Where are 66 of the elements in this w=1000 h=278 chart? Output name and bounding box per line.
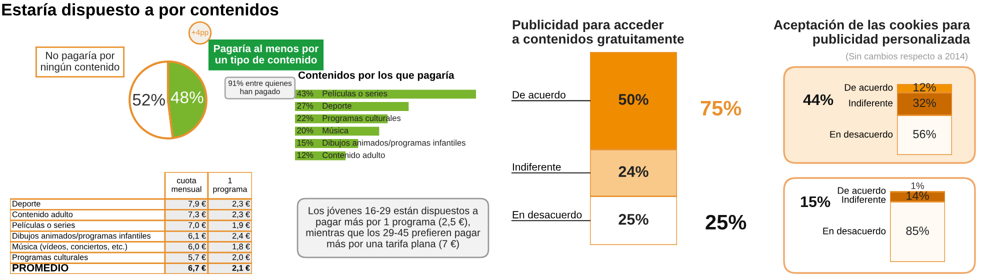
slice-label: No pagaría por ningún contenido: [41, 51, 120, 73]
text: 15%: [800, 196, 830, 208]
data-label: 2,0 €: [232, 254, 250, 262]
slice-label: Pagaría al menos por un tipo de contenido: [214, 44, 319, 66]
chart-subtitle: (Sin cambios respecto a 2014): [846, 52, 968, 62]
series-label: De acuerdo: [844, 84, 893, 91]
category-label: Contenido adulto: [12, 211, 73, 218]
chart-title: Aceptación de las cookies para publicidad personalizada: [774, 20, 970, 46]
chart-title: Contenidos por los que pagaría: [298, 71, 454, 81]
series-label: En desacuerdo: [512, 210, 582, 218]
data-label: 20%: [297, 128, 314, 134]
series-label: En desacuerdo: [823, 227, 886, 234]
data-label: 48%: [170, 91, 204, 104]
series-label: De acuerdo: [838, 186, 886, 194]
data-label: 22%: [297, 115, 314, 122]
data-label: 1%: [911, 182, 924, 190]
data-label: 85%: [906, 226, 929, 235]
text: De acuerdo: [512, 90, 566, 99]
text: 25%: [706, 214, 746, 230]
data-label: 52%: [132, 94, 165, 106]
data-label: 7,3 €: [188, 212, 206, 218]
text: Los jóvenes 16-29 están dispuestos a pagar más por 1 programa (2,5 €), mientras que los 29-45 prefieren pagar más por una tarifa plana (7 €): [306, 206, 480, 250]
data-label: 2,4 €: [232, 232, 250, 240]
data-label: 25%: [618, 214, 648, 225]
chart-title: Estaría dispuesto a por contenidos: [2, 3, 278, 19]
data-label: 6,1 €: [188, 232, 206, 240]
data-label: 50%: [618, 94, 648, 105]
data-label: 2,3 €: [232, 200, 250, 208]
y-tick-label: Música: [322, 127, 349, 134]
data-label: 15%: [297, 140, 314, 146]
data-label: 1,8 €: [232, 244, 250, 250]
series-label: 1 programa: [213, 178, 248, 194]
text: 75%: [700, 100, 742, 116]
data-label: 6,7 €: [188, 265, 206, 272]
data-label: 1,9 €: [232, 222, 250, 229]
data-label: 6,0 €: [188, 244, 206, 250]
annotation: 44%: [803, 94, 834, 106]
data-label: 7,9 €: [188, 200, 206, 208]
bar: [295, 126, 380, 136]
category-label: Música (vídeos, conciertos, etc.): [12, 243, 128, 252]
category-label: Programas culturales: [12, 254, 88, 262]
data-label: 56%: [913, 130, 936, 138]
bar: [295, 102, 409, 111]
data-label: 12%: [297, 152, 314, 158]
data-label: 43%: [297, 90, 314, 96]
data-label: 27%: [297, 102, 314, 109]
data-label: 14%: [906, 192, 929, 200]
category-label: Dibujos animados/programas infantiles: [12, 232, 151, 240]
series-label: Indiferente: [842, 196, 886, 203]
data-label: 7,0 €: [188, 222, 206, 229]
series-label: En desacuerdo: [830, 130, 893, 138]
category-label: Películas o series: [12, 222, 75, 228]
data-label: 2,3 €: [232, 212, 250, 218]
data-label: 2,1 €: [232, 265, 250, 272]
data-label: 5,7 €: [188, 254, 206, 262]
y-tick-label: Deporte: [322, 102, 352, 110]
data-label: 12%: [914, 83, 936, 92]
text: Indiferente: [512, 163, 561, 171]
series-label: cuota mensual: [172, 178, 202, 192]
data-label: 32%: [913, 98, 936, 108]
category-label: PROMEDIO: [12, 264, 68, 272]
y-tick-label: Películas o series: [322, 90, 388, 96]
series-label: Indiferente: [849, 99, 893, 106]
data-label: 24%: [618, 166, 648, 177]
chart-title: Publicidad para acceder a contenidos gratuitamente: [512, 20, 684, 46]
category-label: Deporte: [12, 200, 40, 208]
